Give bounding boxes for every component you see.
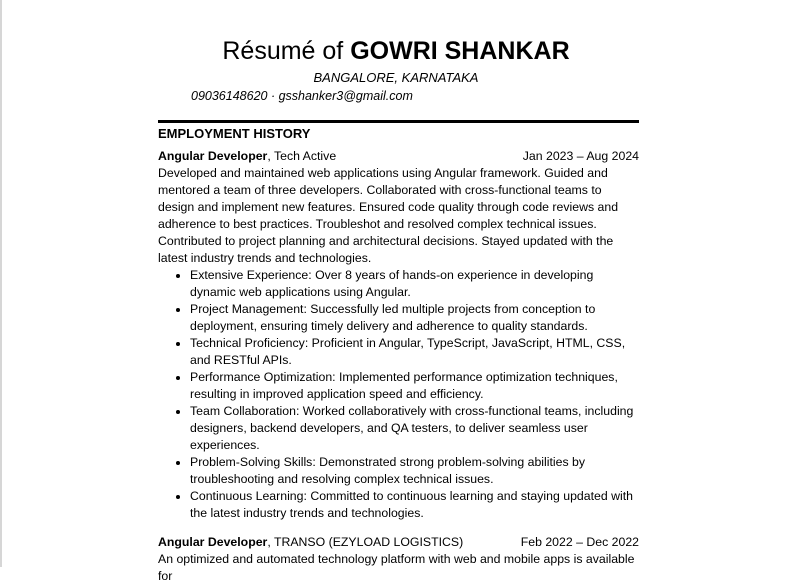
viewer-edge [0, 0, 2, 567]
job-company: , TRANSO (EZYLOAD LOGISTICS) [267, 535, 464, 549]
location: BANGALORE, KARNATAKA [313, 70, 479, 85]
list-item: Technical Proficiency: Proficient in Ang… [190, 335, 639, 369]
job-title: Angular Developer [158, 535, 268, 549]
job-bullets: Extensive Experience: Over 8 years of ha… [158, 267, 639, 522]
list-item: Problem-Solving Skills: Demonstrated str… [190, 454, 639, 488]
resume-title: Résumé of GOWRI SHANKAR [0, 36, 792, 66]
section-divider [158, 120, 639, 123]
section-heading: EMPLOYMENT HISTORY [158, 126, 311, 141]
list-item: Performance Optimization: Implemented pe… [190, 369, 639, 403]
list-item: Continuous Learning: Committed to contin… [190, 488, 639, 522]
job-header: Angular Developer, Tech Active Jan 2023 … [158, 148, 639, 165]
job-entry: Angular Developer, TRANSO (EZYLOAD LOGIS… [158, 534, 639, 585]
job-dates: Feb 2022 – Dec 2022 [520, 535, 639, 549]
job-company: , Tech Active [267, 149, 337, 163]
job-dates: Jan 2023 – Aug 2024 [522, 149, 639, 163]
job-entry: Angular Developer, Tech Active Jan 2023 … [158, 148, 639, 522]
job-header: Angular Developer, TRANSO (EZYLOAD LOGIS… [158, 534, 639, 551]
candidate-name: GOWRI SHANKAR [350, 37, 570, 65]
list-item: Project Management: Successfully led mul… [190, 301, 639, 335]
job-title: Angular Developer [158, 149, 268, 163]
list-item: Extensive Experience: Over 8 years of ha… [190, 267, 639, 301]
job-description: An optimized and automated technology pl… [158, 552, 635, 583]
job-description: Developed and maintained web application… [158, 166, 619, 265]
title-prefix: Résumé of [222, 37, 344, 65]
contact-info: 09036148620 · gsshanker3@gmail.com [191, 89, 413, 103]
list-item: Team Collaboration: Worked collaborative… [190, 403, 639, 454]
